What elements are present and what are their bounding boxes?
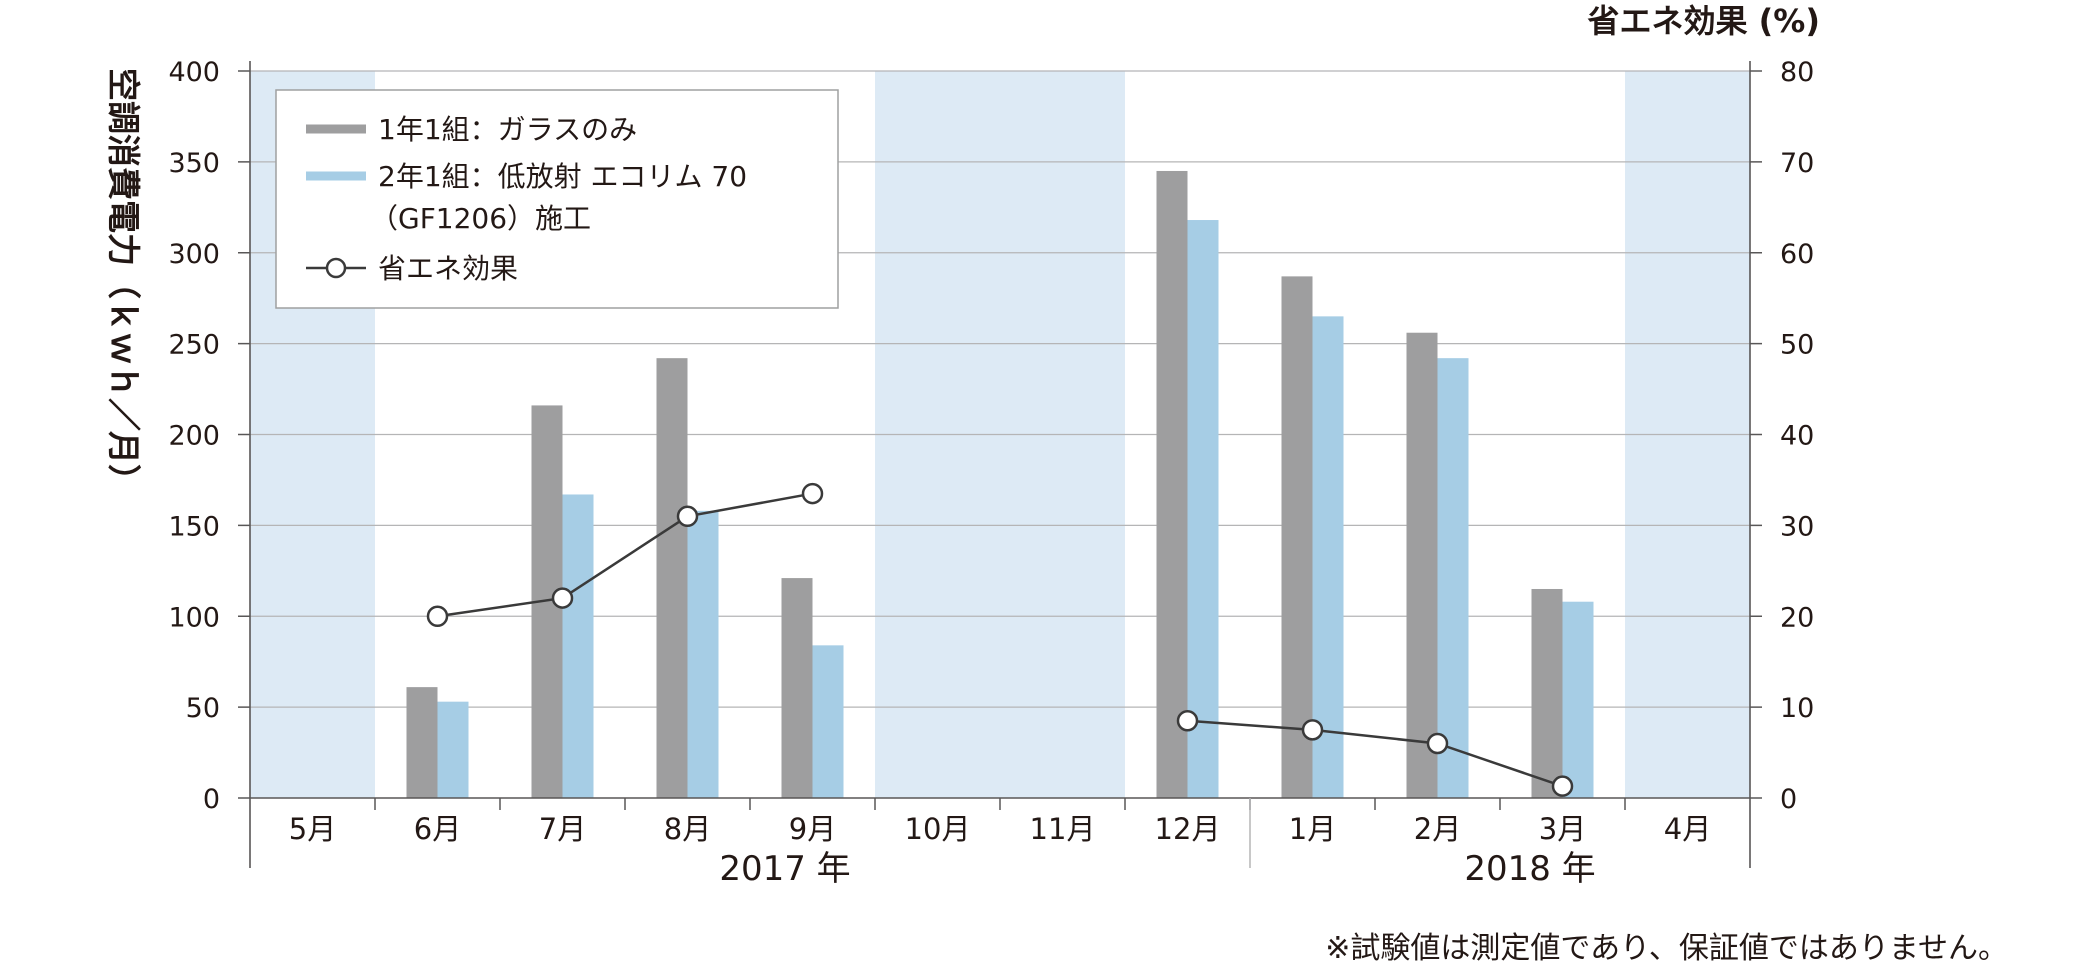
savings-line	[426, 482, 1574, 797]
right-tick-label-30: 30	[1780, 511, 1814, 542]
right-tick-label-60: 60	[1780, 239, 1814, 270]
legend-label-low-e-film: 2年1組：低放射 エコリム 70	[378, 160, 747, 193]
bar-glass-only-8	[1156, 170, 1188, 798]
month-label-7: 11月	[1030, 812, 1096, 846]
savings-point-9	[1301, 719, 1324, 741]
left-tick-label-150: 150	[168, 511, 220, 542]
bar-low-e-film-11	[1562, 601, 1594, 798]
left-tick-label-200: 200	[168, 421, 220, 452]
axes	[238, 61, 1762, 868]
legend: 1年1組：ガラスのみ 2年1組：低放射 エコリム 70 （GF1206）施工 省…	[275, 89, 839, 309]
bar-low-e-film-5	[812, 645, 844, 798]
right-tick-label-70: 70	[1780, 148, 1814, 179]
legend-label-savings: 省エネ効果	[378, 252, 518, 285]
bar-glass-only-11	[1531, 588, 1563, 798]
savings-point-2	[426, 605, 449, 627]
right-tick-label-20: 20	[1780, 602, 1814, 633]
month-label-4: 8月	[664, 812, 711, 846]
bar-glass-only-2	[406, 687, 438, 798]
legend-label-glass-only: 1年1組：ガラスのみ	[378, 113, 637, 146]
savings-point-3	[551, 587, 574, 609]
left-tick-label-400: 400	[168, 57, 220, 88]
bar-glass-only-9	[1281, 276, 1313, 798]
savings-point-8	[1176, 710, 1199, 732]
savings-point-11	[1551, 775, 1574, 797]
bar-low-e-film-4	[687, 510, 719, 798]
month-label-1: 5月	[289, 812, 336, 846]
savings-line-segment	[1187, 719, 1563, 788]
right-tick-label-50: 50	[1780, 330, 1814, 361]
bar-low-e-film-9	[1312, 316, 1344, 798]
left-tick-label-250: 250	[168, 330, 220, 361]
left-tick-label-0: 0	[203, 784, 220, 815]
left-tick-label-350: 350	[168, 148, 220, 179]
month-label-6: 10月	[905, 812, 971, 846]
year-label-2017: 2017 年	[719, 849, 850, 889]
month-label-3: 7月	[539, 812, 586, 846]
legend-label-low-e-film-line2: （GF1206）施工	[370, 202, 591, 235]
right-tick-label-10: 10	[1780, 693, 1814, 724]
month-label-11: 3月	[1539, 812, 1586, 846]
bar-low-e-film-10	[1437, 358, 1469, 798]
savings-line-segment	[437, 492, 813, 618]
savings-point-5	[801, 482, 824, 505]
bar-low-e-film-2	[437, 701, 469, 798]
y-axis-title: 空調消費電力（ｋｗｈ／月）	[104, 68, 143, 497]
savings-point-10	[1426, 732, 1449, 755]
bar-low-e-film-8	[1187, 220, 1219, 798]
left-tick-label-100: 100	[168, 602, 220, 633]
left-tick-label-300: 300	[168, 239, 220, 270]
month-label-10: 2月	[1414, 812, 1461, 846]
right-tick-label-40: 40	[1780, 421, 1814, 452]
bar-glass-only-10	[1406, 332, 1438, 798]
year-label-2018: 2018 年	[1464, 849, 1595, 889]
month-label-5: 9月	[789, 812, 836, 846]
bar-glass-only-4	[656, 358, 688, 798]
legend-marker-savings	[325, 257, 347, 279]
right-tick-label-80: 80	[1780, 57, 1814, 88]
bar-low-e-film-3	[562, 494, 594, 798]
month-label-9: 1月	[1289, 812, 1336, 846]
footnote: ※試験値は測定値であり、保証値ではありません。	[1325, 931, 2008, 966]
savings-point-4	[676, 505, 699, 528]
right-tick-label-0: 0	[1780, 784, 1797, 815]
bars	[406, 170, 1594, 798]
left-tick-label-50: 50	[186, 693, 220, 724]
bar-glass-only-5	[781, 578, 813, 798]
month-label-8: 12月	[1155, 812, 1221, 846]
month-label-2: 6月	[414, 812, 461, 846]
legend-box	[275, 89, 839, 309]
month-label-12: 4月	[1664, 812, 1711, 846]
right-axis-title: 省エネ効果 (%)	[1588, 2, 1820, 40]
tick-labels: 0 50 100 150 200 250 300 350 400 0 10 20 30 40 50 60 70 8…	[168, 57, 1814, 846]
